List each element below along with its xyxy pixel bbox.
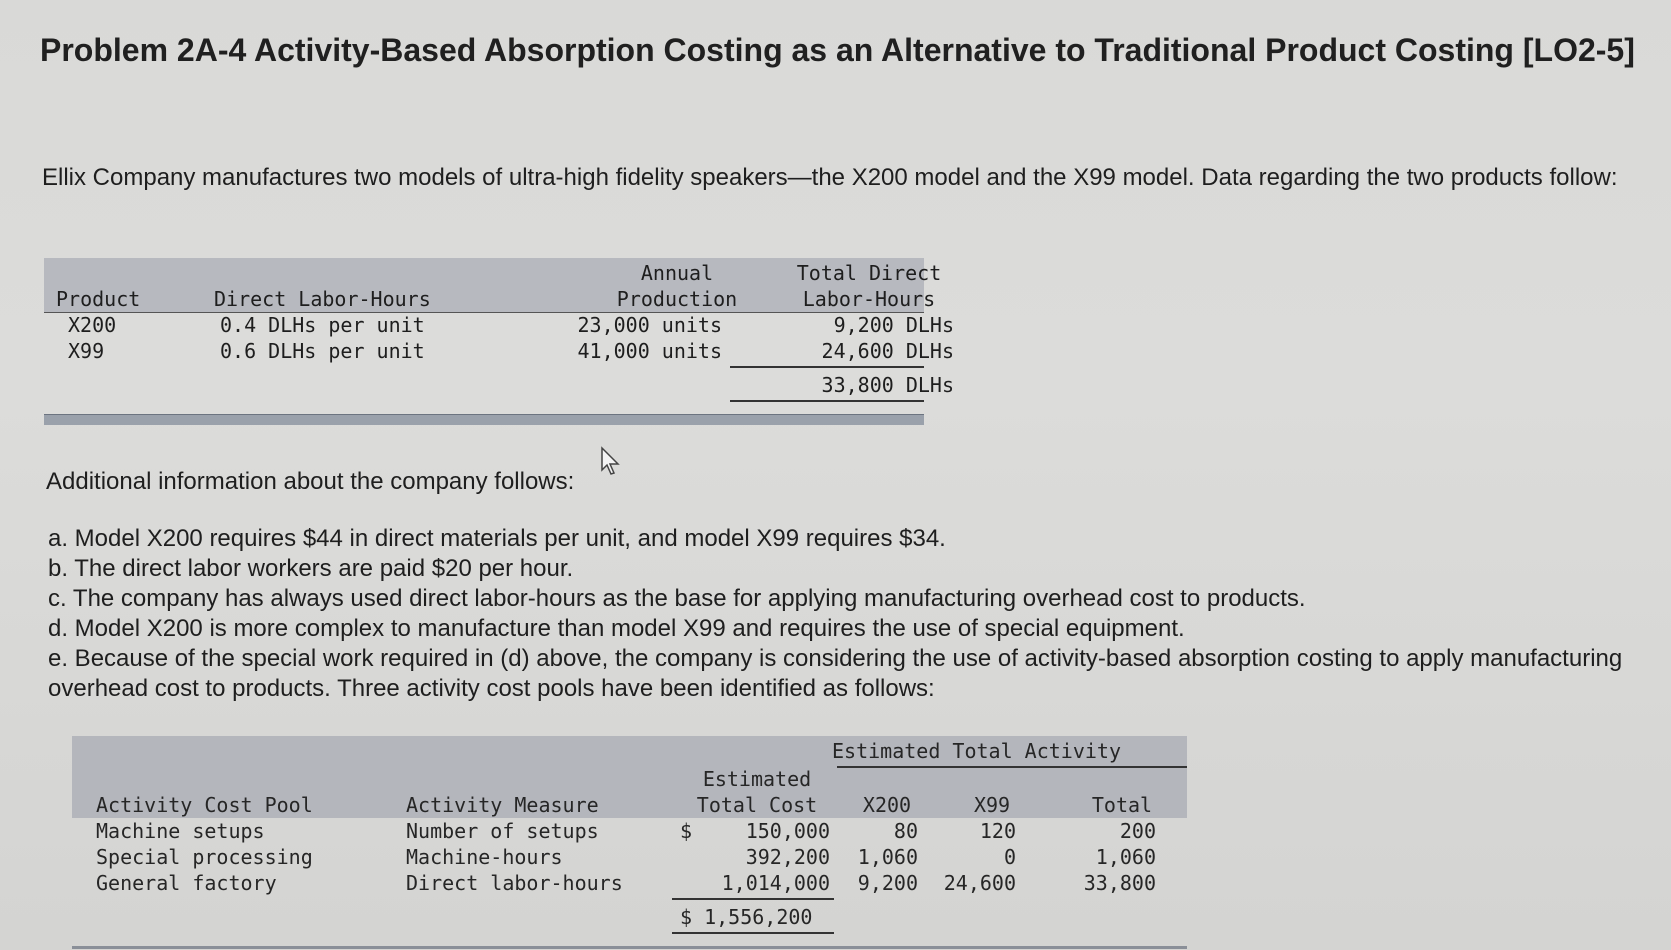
- problem-title: Problem 2A-4 Activity-Based Absorption C…: [40, 32, 1635, 68]
- total-rule: [672, 932, 834, 934]
- table-footer-bar: [44, 414, 924, 425]
- header-total-direct: Total Direct: [796, 261, 942, 285]
- mouse-cursor-icon: [600, 446, 622, 481]
- row-x99: 120: [979, 819, 1016, 843]
- additional-info-heading: Additional information about the company…: [46, 468, 575, 495]
- info-list: a. Model X200 requires $44 in direct mat…: [48, 524, 1658, 704]
- grand-total: 33,800 DLHs: [821, 373, 954, 397]
- table-header-band: [72, 736, 1187, 818]
- header-estimated: Estimated: [702, 767, 812, 791]
- header-x99: X99: [973, 793, 1011, 817]
- header-production: Production: [616, 287, 738, 311]
- activity-cost-pool-table: Estimated Total Activity Estimated Activ…: [72, 736, 1187, 950]
- row-pool: General factory: [96, 871, 277, 895]
- row-pool: Machine setups: [96, 819, 265, 843]
- row-total: 24,600 DLHs: [821, 339, 954, 363]
- row-total: 200: [1119, 819, 1156, 843]
- list-item: b. The direct labor workers are paid $20…: [48, 555, 574, 582]
- list-item: d. Model X200 is more complex to manufac…: [48, 615, 1185, 642]
- header-x200: X200: [862, 793, 912, 817]
- header-direct-labor-hours: Direct Labor-Hours: [214, 287, 431, 311]
- row-product: X200: [68, 313, 117, 337]
- table-header-band: [44, 258, 924, 312]
- row-x200: 9,200: [857, 871, 918, 895]
- group-header-rule: [837, 766, 1187, 768]
- row-dlh: 0.6 DLHs per unit: [220, 339, 425, 363]
- row-total: 33,800: [1083, 871, 1156, 895]
- header-total-cost: Total Cost: [696, 793, 818, 817]
- list-item: c. The company has always used direct la…: [48, 585, 1306, 612]
- header-rule: [44, 312, 924, 313]
- intro-paragraph: Ellix Company manufactures two models of…: [42, 164, 1618, 191]
- row-x99: 0: [1003, 845, 1016, 869]
- row-total: 1,060: [1095, 845, 1156, 869]
- row-product: X99: [68, 339, 105, 363]
- total-rule: [730, 400, 924, 402]
- row-total: 9,200 DLHs: [833, 313, 954, 337]
- row-x200: 1,060: [857, 845, 918, 869]
- list-item: e. Because of the special work required …: [48, 645, 1623, 702]
- grand-total-cost: $ 1,556,200: [680, 905, 813, 929]
- header-estimated-total-activity: Estimated Total Activity: [832, 739, 1121, 763]
- row-measure: Direct labor-hours: [406, 871, 623, 895]
- row-dlh: 0.4 DLHs per unit: [220, 313, 425, 337]
- row-measure: Number of setups: [406, 819, 599, 843]
- subtotal-rule: [672, 898, 834, 900]
- header-total: Total: [1091, 793, 1153, 817]
- row-cost: 1,014,000: [721, 871, 830, 895]
- row-cost: 150,000: [745, 819, 830, 843]
- header-activity-measure: Activity Measure: [406, 793, 599, 817]
- list-item: a. Model X200 requires $44 in direct mat…: [48, 525, 946, 552]
- row-cost: 392,200: [745, 845, 830, 869]
- header-product: Product: [56, 287, 141, 311]
- product-data-table: Annual Total Direct Product Direct Labor…: [44, 258, 954, 428]
- row-measure: Machine-hours: [406, 845, 563, 869]
- table-footer-rule: [72, 946, 1187, 949]
- subtotal-rule: [730, 366, 924, 368]
- header-activity-cost-pool: Activity Cost Pool: [96, 793, 313, 817]
- row-production: 23,000 units: [577, 313, 723, 337]
- row-production: 41,000 units: [577, 339, 723, 363]
- header-labor-hours: Labor-Hours: [802, 287, 936, 311]
- header-annual: Annual: [640, 261, 714, 285]
- row-x200: 80: [893, 819, 918, 843]
- row-x99: 24,600: [943, 871, 1016, 895]
- row-pool: Special processing: [96, 845, 313, 869]
- row-currency: $: [680, 819, 693, 843]
